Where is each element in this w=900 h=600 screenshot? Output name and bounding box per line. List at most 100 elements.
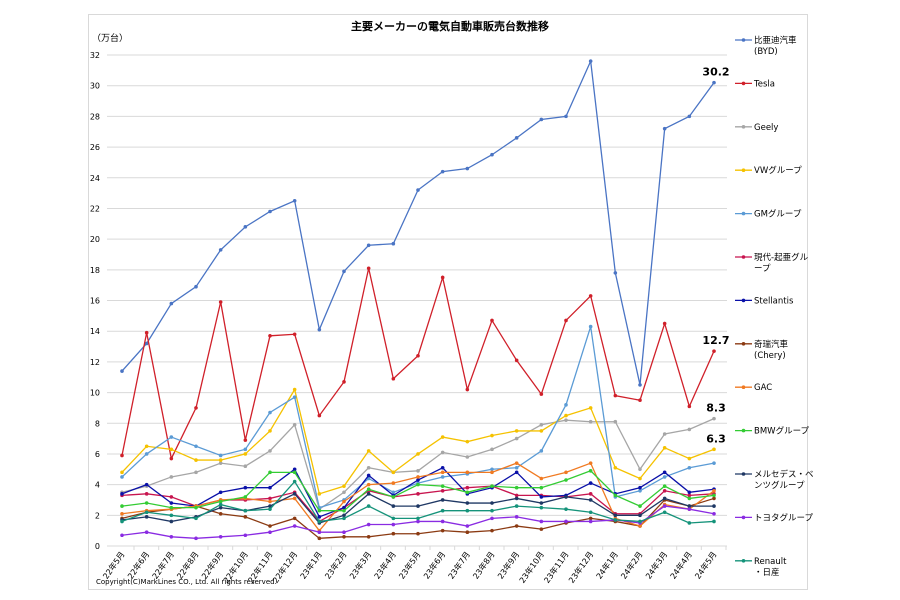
data-point (317, 515, 322, 519)
legend-marker (741, 211, 746, 216)
data-point (120, 533, 124, 538)
data-point (613, 271, 618, 275)
data-point (366, 504, 371, 508)
data-point (514, 136, 519, 140)
y-tick-label: 20 (90, 235, 100, 244)
data-point (317, 530, 322, 534)
data-point (440, 465, 445, 470)
data-point (292, 492, 297, 496)
data-point (194, 470, 198, 475)
data-point (588, 469, 593, 473)
data-point (662, 321, 667, 326)
y-tick-label: 6 (95, 450, 100, 459)
data-point (292, 198, 297, 203)
data-point (613, 513, 618, 518)
data-point (564, 495, 568, 499)
data-point (218, 248, 223, 252)
data-point (465, 530, 470, 534)
data-point (687, 493, 692, 498)
data-point (268, 485, 272, 490)
x-tick-label: 24年1月 (594, 549, 620, 580)
data-point (440, 484, 445, 488)
data-point (416, 504, 420, 508)
data-point (416, 452, 420, 456)
data-point (588, 498, 593, 502)
x-tick-label: 23年7月 (446, 549, 472, 580)
data-point (243, 508, 248, 513)
data-point (638, 524, 642, 528)
data-point (218, 505, 223, 510)
data-point (564, 470, 568, 475)
data-point (662, 470, 667, 475)
data-point (366, 522, 371, 527)
data-point (490, 484, 494, 488)
data-point (366, 449, 371, 453)
data-point (416, 516, 420, 521)
data-point (268, 504, 272, 508)
data-point (712, 461, 716, 465)
data-point (366, 266, 371, 271)
data-point (687, 490, 692, 495)
data-point (613, 518, 618, 522)
data-point (342, 534, 346, 539)
data-point (391, 481, 396, 485)
data-point (490, 501, 494, 505)
data-point (317, 536, 322, 541)
data-point (490, 318, 494, 323)
data-point (539, 495, 544, 499)
data-point (366, 492, 371, 496)
data-point (292, 467, 297, 472)
data-point (712, 519, 716, 524)
data-point (218, 499, 223, 504)
data-point (169, 501, 174, 505)
data-point (292, 524, 297, 528)
data-point (712, 349, 716, 353)
data-point (416, 188, 420, 192)
data-point (564, 318, 568, 323)
legend-marker (741, 342, 746, 346)
data-point (638, 519, 642, 524)
data-point (194, 516, 198, 521)
data-point (391, 495, 396, 499)
data-point (194, 536, 198, 541)
data-point (588, 492, 593, 496)
data-point (342, 484, 346, 488)
data-point (514, 358, 519, 363)
data-point (465, 508, 470, 513)
data-point (268, 449, 272, 453)
data-point (712, 496, 716, 501)
data-point (169, 456, 174, 461)
data-point (342, 516, 346, 521)
data-point (662, 446, 667, 450)
data-point (638, 485, 642, 490)
data-point (169, 534, 174, 539)
data-point (440, 488, 445, 493)
legend-label: GMグループ (754, 209, 802, 220)
data-point (539, 449, 544, 453)
data-point (440, 528, 445, 533)
data-point (144, 510, 149, 515)
x-tick-label: 23年1月 (298, 549, 324, 580)
data-point (514, 461, 519, 465)
legend-label: 現代-起亜グループ (754, 252, 809, 274)
data-point (268, 470, 272, 475)
data-point (366, 243, 371, 248)
data-point (120, 453, 124, 458)
data-point (687, 507, 692, 511)
data-point (514, 436, 519, 441)
data-point (662, 504, 667, 508)
x-tick-label: 22年12月 (270, 549, 299, 585)
y-tick-label: 28 (90, 112, 100, 121)
data-point (514, 493, 519, 498)
data-point (490, 508, 494, 513)
data-point (292, 496, 297, 501)
data-point (218, 453, 223, 458)
data-label: 6.3 (706, 432, 726, 445)
data-point (292, 479, 297, 484)
data-point (317, 508, 322, 513)
data-point (194, 444, 198, 449)
data-point (218, 461, 223, 465)
data-point (687, 114, 692, 119)
data-label: 12.7 (702, 334, 729, 347)
